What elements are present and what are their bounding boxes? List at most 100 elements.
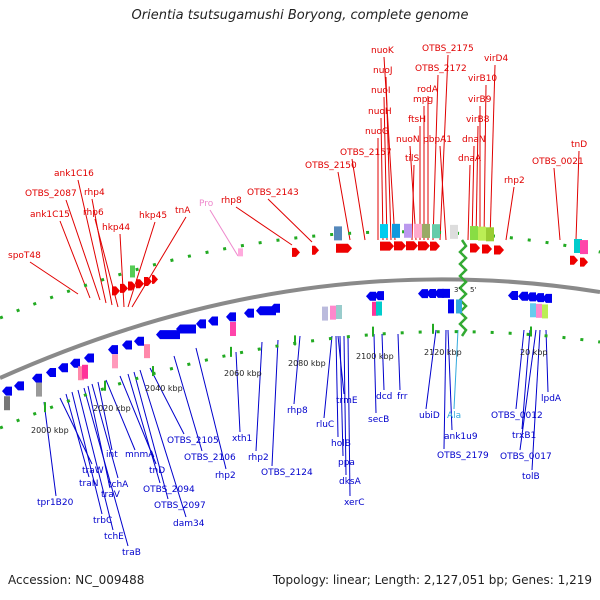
forward-gene-arrow [482, 244, 492, 254]
gene-label-nuog: nuoG [365, 127, 389, 137]
gene-label-holb: holB [331, 439, 351, 449]
gene-label-tna: tnA [175, 206, 191, 216]
reverse-gene-block [78, 366, 84, 381]
gene-label-otbs-2179: OTBS_2179 [437, 451, 489, 461]
reverse-gene-arrow [46, 368, 56, 378]
gene-label-otbs-2175: OTBS_2175 [422, 44, 474, 54]
gene-label-ank1c16: ank1C16 [54, 169, 94, 179]
reverse-gene-block [144, 344, 150, 359]
reverse-gene-arrow [196, 319, 206, 329]
gene-label-pbpa1: pbpA1 [423, 135, 452, 145]
gene-label-spot48: spoT48 [8, 251, 41, 261]
forward-gene-block [486, 227, 494, 242]
ruler-tick-label: 2000 kbp [31, 426, 69, 435]
ruler-tick-label: 2100 kbp [356, 352, 394, 361]
gene-label-otbs-2143: OTBS_2143 [247, 188, 299, 198]
label-connector [149, 367, 185, 435]
origin-marker [458, 239, 468, 337]
gene-label-nuoh: nuoH [368, 107, 392, 117]
label-connector [91, 198, 113, 306]
gene-label-tche: tchE [104, 532, 124, 542]
label-connector [347, 335, 351, 497]
label-connector [119, 233, 125, 308]
label-connector [91, 383, 119, 479]
forward-gene-arrow [380, 241, 394, 251]
reverse-gene-arrow [438, 288, 450, 298]
gene-label-rluc: rluC [316, 420, 334, 430]
reverse-gene-block [330, 305, 336, 320]
label-connector [65, 199, 101, 301]
label-connector [483, 84, 487, 241]
label-connector [131, 216, 187, 308]
reverse-gene-arrow [108, 345, 118, 355]
reverse-gene-arrow [226, 312, 236, 322]
label-connector [139, 369, 187, 518]
reverse-gene-block [456, 299, 462, 314]
label-connector [411, 164, 415, 241]
gene-label-roda: rodA [417, 85, 439, 95]
map-labels: 2000 kbp 2020 kbp 2040 kbp 2060 kbp 2080… [8, 44, 587, 558]
forward-gene-arrow [336, 243, 352, 253]
reverse-gene-arrow [426, 288, 436, 298]
accession-text: Accession: NC_009488 [8, 573, 145, 587]
gene-label-mnma: mnmA [125, 450, 155, 460]
gene-label-tolb: tolB [522, 472, 540, 482]
label-connector [471, 145, 475, 241]
label-connector [489, 64, 496, 241]
reverse-gene-arrow [526, 292, 536, 302]
reverse-gene-arrow [2, 386, 12, 396]
reverse-gene-arrow [58, 363, 68, 373]
label-connector [447, 329, 453, 431]
label-connector [343, 335, 347, 476]
label-connector [65, 393, 90, 478]
ruler-tick [230, 346, 232, 357]
gene-label-dcd: dcd [376, 392, 392, 402]
rna-gene [238, 248, 243, 257]
label-connector [43, 401, 57, 497]
forward-gene-arrow [292, 247, 300, 257]
genome-backbone [0, 277, 600, 380]
gene-label-secb: secB [368, 415, 389, 425]
reverse-ruler-arc [0, 330, 600, 430]
ruler-tick-label: 20 kbp [520, 348, 548, 357]
label-connector [173, 355, 203, 452]
gene-label-hkp45: hkp45 [139, 211, 167, 221]
label-connector [453, 329, 459, 410]
reverse-gene-arrow [122, 340, 132, 350]
gene-label-otbs-2172: OTBS_2172 [415, 64, 467, 74]
forward-gene-block [580, 240, 588, 255]
ruler-tick-label: 2060 kbp [224, 369, 262, 378]
gene-label-rhp4: rhp4 [84, 188, 105, 198]
ruler-tick [104, 380, 106, 391]
gene-label-ubid: ubiD [419, 411, 440, 421]
gene-label-tpr1b20: tpr1B20 [37, 498, 74, 508]
gene-label-otbs-2087: OTBS_2087 [25, 189, 77, 199]
gene-label-tran: traN [79, 479, 98, 489]
gene-label-rhp8: rhp8 [221, 196, 242, 206]
genome-arcs [0, 230, 600, 430]
label-connector [337, 171, 351, 241]
label-connector [381, 333, 385, 391]
forward-gene-block [414, 223, 422, 238]
label-connector [133, 371, 169, 500]
label-connector [97, 381, 113, 451]
label-connector [77, 389, 114, 531]
reverse-gene-block [448, 299, 454, 314]
gene-label-lpda: lpdA [541, 394, 562, 404]
label-connector [553, 167, 561, 241]
reverse-gene-arrow [156, 330, 180, 340]
reverse-gene-arrow [14, 381, 24, 391]
label-connector [351, 158, 366, 241]
gene-label-otbs-2097: OTBS_2097 [154, 501, 206, 511]
label-connector [235, 351, 241, 433]
label-connector [127, 221, 156, 308]
gene-label-xerc: xerC [344, 498, 365, 508]
forward-gene-arrow [120, 283, 128, 293]
label-connector [545, 329, 549, 393]
gene-label-trxb1: trxB1 [512, 431, 536, 441]
gene-label-dnaa: dnaA [458, 154, 482, 164]
label-connector [267, 198, 313, 243]
reverse-gene-block [230, 322, 236, 337]
label-connector [531, 329, 541, 471]
